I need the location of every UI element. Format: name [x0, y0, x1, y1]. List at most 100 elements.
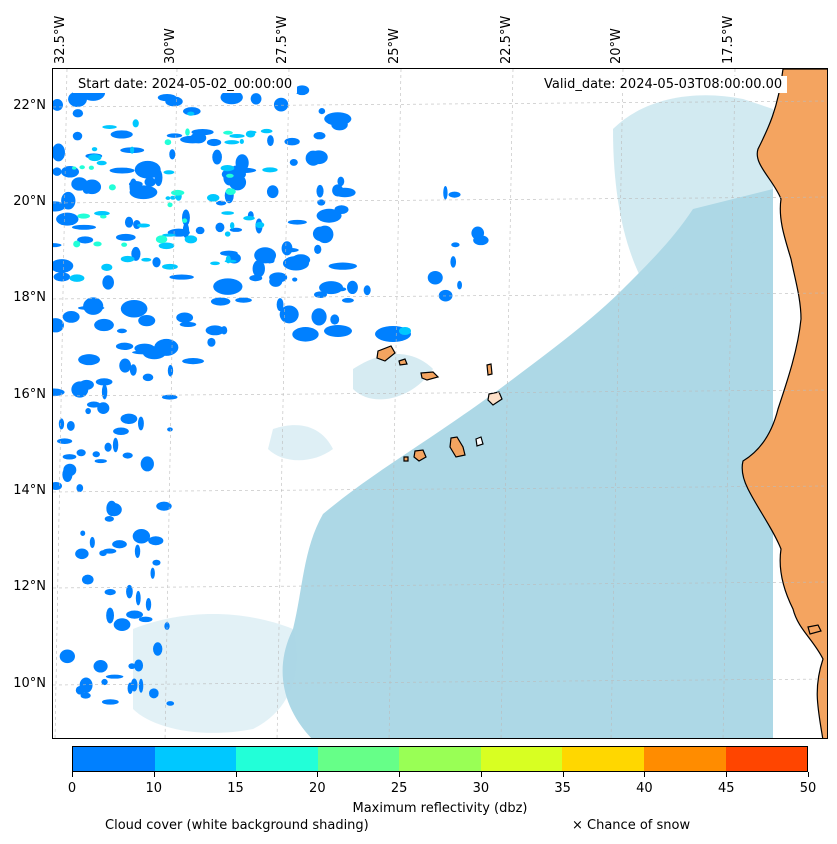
colorbar-segment	[562, 747, 644, 771]
reflectivity-patch	[73, 240, 81, 248]
reflectivity-patch	[314, 244, 322, 254]
reflectivity-patch	[225, 255, 231, 264]
reflectivity-patch	[158, 242, 175, 250]
reflectivity-patch	[108, 184, 116, 191]
reflectivity-patch	[450, 256, 457, 268]
reflectivity-patch	[255, 221, 265, 229]
reflectivity-patch	[96, 160, 107, 166]
reflectivity-patch	[91, 147, 98, 152]
reflectivity-patch	[77, 236, 94, 244]
reflectivity-patch	[78, 354, 101, 366]
legend-chance-of-snow: × Chance of snow	[572, 818, 691, 833]
reflectivity-patch	[245, 130, 256, 138]
island-santiago	[449, 436, 466, 458]
reflectivity-patch	[138, 315, 156, 327]
meridian-line	[276, 69, 290, 738]
reflectivity-patch	[134, 544, 141, 558]
land-layer	[376, 69, 827, 738]
reflectivity-patch	[101, 678, 108, 686]
reflectivity-patch	[140, 456, 154, 472]
reflectivity-patch	[53, 167, 62, 176]
reflectivity-patch	[225, 188, 236, 196]
reflectivity-patch	[127, 682, 133, 695]
colorbar-tick	[808, 772, 809, 777]
reflectivity-patch	[243, 215, 255, 221]
meridian-line	[164, 69, 178, 738]
reflectivity-patch	[80, 530, 86, 536]
reflectivity-patch	[206, 138, 222, 147]
reflectivity-patch	[121, 242, 128, 247]
reflectivity-patch	[128, 180, 143, 188]
lon-label: 25°W	[387, 28, 402, 64]
reflectivity-patch	[250, 93, 262, 105]
reflectivity-patch	[144, 177, 156, 187]
reflectivity-patch	[311, 308, 327, 326]
reflectivity-patch	[473, 235, 489, 246]
reflectivity-colorbar	[72, 746, 808, 772]
reflectivity-patch	[53, 272, 71, 282]
reflectivity-patch	[128, 663, 136, 670]
colorbar-tick	[153, 772, 155, 777]
reflectivity-patch	[399, 327, 411, 335]
reflectivity-patch	[319, 281, 344, 295]
reflectivity-patch	[126, 584, 133, 599]
reflectivity-patch	[106, 607, 114, 624]
island-santo-antao	[376, 345, 396, 362]
reflectivity-patch	[165, 196, 171, 200]
colorbar-segment	[317, 747, 400, 771]
reflectivity-patch	[130, 146, 135, 154]
reflectivity-patch	[82, 179, 102, 195]
reflectivity-patch	[53, 143, 65, 162]
reflectivity-patch	[220, 164, 235, 172]
reflectivity-patch	[138, 616, 153, 623]
lat-label: 20°N	[13, 194, 46, 209]
reflectivity-patch	[93, 660, 108, 673]
reflectivity-patch	[134, 659, 144, 672]
reflectivity-patch	[314, 291, 327, 298]
reflectivity-patch	[162, 233, 176, 237]
reflectivity-patch	[180, 135, 205, 144]
reflectivity-patch	[266, 185, 279, 199]
reflectivity-patch	[262, 167, 278, 173]
reflectivity-patch	[62, 454, 77, 460]
reflectivity-patch	[76, 449, 86, 457]
island-sao-vicente	[398, 358, 408, 366]
reflectivity-patch	[316, 208, 342, 223]
reflectivity-patch	[167, 427, 173, 432]
reflectivity-patch	[59, 649, 75, 664]
reflectivity-patch	[131, 246, 141, 261]
reflectivity-patch	[76, 484, 84, 493]
reflectivity-patch	[292, 327, 319, 342]
reflectivity-patch	[104, 442, 112, 452]
island-maio	[475, 436, 484, 447]
cloud-region-north	[613, 95, 773, 299]
reflectivity-patch	[92, 451, 100, 458]
reflectivity-patch	[347, 280, 358, 295]
start-date-label: Start date: 2024-05-02_00:00:00	[73, 76, 298, 93]
reflectivity-patch	[330, 314, 340, 325]
reflectivity-patch	[152, 559, 161, 566]
reflectivity-patch	[324, 112, 352, 126]
reflectivity-patch	[235, 154, 249, 172]
reflectivity-patch	[156, 501, 172, 511]
colorbar-tick-label: 30	[472, 781, 490, 796]
colorbar-tick	[399, 772, 401, 777]
colorbar-segment	[725, 747, 808, 771]
reflectivity-patch	[115, 233, 136, 241]
reflectivity-patch	[53, 243, 62, 248]
reflectivity-patch	[162, 263, 178, 270]
reflectivity-patch	[155, 235, 168, 244]
reflectivity-patch	[305, 150, 321, 166]
colorbar-tick-label: 45	[717, 781, 735, 796]
reflectivity-patch	[152, 257, 161, 268]
reflectivity-patch	[171, 189, 185, 196]
reflectivity-patch	[166, 133, 183, 138]
colorbar-segment	[399, 747, 481, 771]
reflectivity-patch	[63, 463, 77, 477]
reflectivity-patch	[94, 211, 110, 216]
reflectivity-patch	[184, 235, 198, 244]
lat-label: 10°N	[13, 676, 46, 691]
reflectivity-patch	[157, 93, 177, 102]
reflectivity-patch	[220, 326, 228, 335]
reflectivity-patch	[104, 515, 114, 522]
